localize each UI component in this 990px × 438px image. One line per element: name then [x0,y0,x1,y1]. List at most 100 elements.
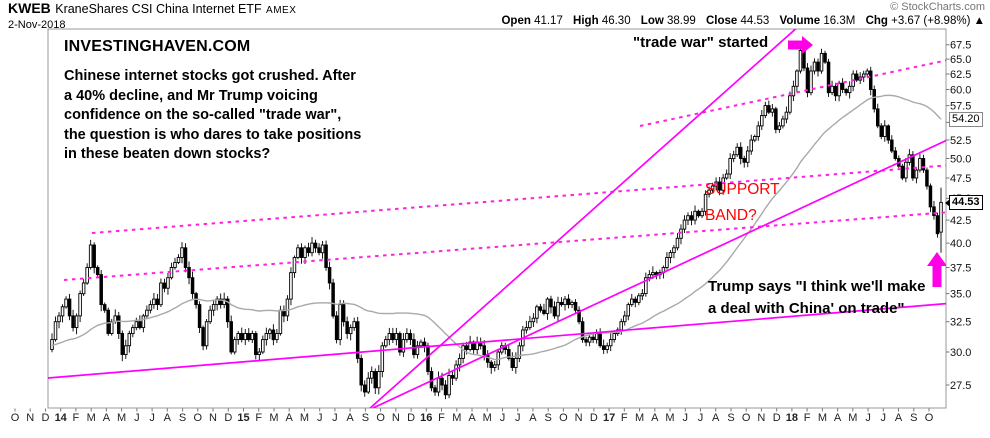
open-value: 41.17 [534,15,563,27]
svg-text:65.0: 65.0 [950,54,971,66]
svg-text:F: F [438,412,445,424]
moving-average-price-label: 54.20 [949,112,983,127]
svg-text:O: O [194,412,203,424]
svg-text:J: J [149,412,155,424]
svg-text:62.5: 62.5 [950,69,971,81]
svg-text:F: F [255,412,262,424]
svg-text:O: O [376,412,385,424]
svg-text:D: D [590,412,598,424]
svg-text:S: S [179,412,186,424]
trump-quote-annotation: Trump says "I think we'll make a deal wi… [708,278,926,317]
svg-text:O: O [11,412,20,424]
svg-text:32.5: 32.5 [950,317,971,329]
svg-text:M: M [452,412,461,424]
svg-text:A: A [286,412,294,424]
plot-border [47,28,947,409]
svg-text:N: N [392,412,400,424]
svg-text:J: J [881,412,887,424]
trendline [368,29,797,408]
svg-text:M: M [300,412,309,424]
svg-text:18: 18 [786,412,798,424]
chg-value: +3.67 (+8.98%) [891,15,971,27]
chart-header-right: © StockCharts.com Open 41.17 High 46.30 … [501,1,985,27]
svg-text:S: S [910,412,917,424]
svg-text:D: D [407,412,415,424]
svg-text:60.0: 60.0 [950,84,971,96]
svg-text:27.5: 27.5 [950,380,971,392]
svg-text:N: N [757,412,765,424]
svg-text:A: A [895,412,903,424]
svg-text:47.5: 47.5 [950,173,971,185]
svg-text:M: M [635,412,644,424]
close-label: Close [705,15,738,27]
svg-text:50.0: 50.0 [950,153,971,165]
svg-text:15: 15 [237,412,249,424]
dashed-channel-line [639,59,946,127]
svg-text:A: A [529,412,537,424]
svg-text:J: J [500,412,506,424]
high-value: 46.30 [601,15,631,27]
low-label: Low [640,15,664,27]
svg-text:N: N [575,412,583,424]
svg-text:A: A [712,412,720,424]
quote-line: Open 41.17 High 46.30 Low 38.99 Close 44… [501,15,985,27]
svg-text:O: O [742,412,751,424]
svg-text:J: J [698,412,704,424]
low-value: 38.99 [667,15,696,27]
volume-value: 16.3M [823,15,856,27]
svg-text:S: S [727,412,734,424]
open-label: Open [501,15,531,27]
stockcharts-credit: © StockCharts.com [890,1,985,13]
svg-text:M: M [117,412,126,424]
svg-text:J: J [683,412,689,424]
chg-label: Chg [865,15,888,27]
trade-war-arrow-icon [788,36,813,54]
svg-text:42.5: 42.5 [950,215,971,227]
dashed-channel-line [63,211,946,281]
chg-up-triangle-icon: ▲ [973,15,985,27]
svg-text:O: O [559,412,568,424]
svg-text:A: A [651,412,659,424]
svg-text:N: N [209,412,217,424]
support-band-annotation: SUPPORT BAND? [705,181,780,224]
svg-text:A: A [346,412,354,424]
close-value: 44.53 [740,15,770,27]
commentary-text: Chinese internet stocks got crushed. Aft… [64,68,362,162]
chart-header-left: KWEB KraneShares CSI China Internet ETF … [8,0,296,32]
security-name: KraneShares CSI China Internet ETF [55,2,262,16]
svg-text:A: A [103,412,111,424]
svg-text:M: M [848,412,857,424]
y-axis: 27.530.032.535.037.540.042.545.047.550.0… [946,40,971,392]
svg-text:J: J [332,412,338,424]
x-axis: O N D 14 F M A M J J A S O N D 15 F M A M J J A S O N D 16 F M A M J J A S O… [11,408,934,424]
trendline [48,302,946,379]
svg-text:O: O [925,412,934,424]
svg-text:40.0: 40.0 [950,238,971,250]
svg-text:67.5: 67.5 [950,40,971,52]
svg-text:S: S [545,412,552,424]
svg-text:F: F [804,412,811,424]
svg-text:A: A [164,412,172,424]
svg-text:D: D [224,412,232,424]
ticker-symbol: KWEB [8,0,51,16]
svg-text:A: A [834,412,842,424]
svg-text:M: M [818,412,827,424]
trendline [372,139,946,408]
trade-war-annotation: "trade war" started [633,34,769,51]
svg-text:F: F [621,412,628,424]
svg-text:F: F [73,412,80,424]
svg-text:M: M [665,412,674,424]
chart-date: 2-Nov-2018 [8,19,66,31]
svg-text:14: 14 [55,412,68,424]
bounce-arrow-up-icon [927,252,946,287]
svg-text:J: J [515,412,521,424]
svg-text:J: J [317,412,323,424]
volume-label: Volume [779,15,821,27]
svg-text:52.5: 52.5 [950,135,971,147]
svg-text:M: M [87,412,96,424]
svg-text:N: N [26,412,34,424]
svg-text:57.5: 57.5 [950,100,971,112]
svg-text:M: M [483,412,492,424]
